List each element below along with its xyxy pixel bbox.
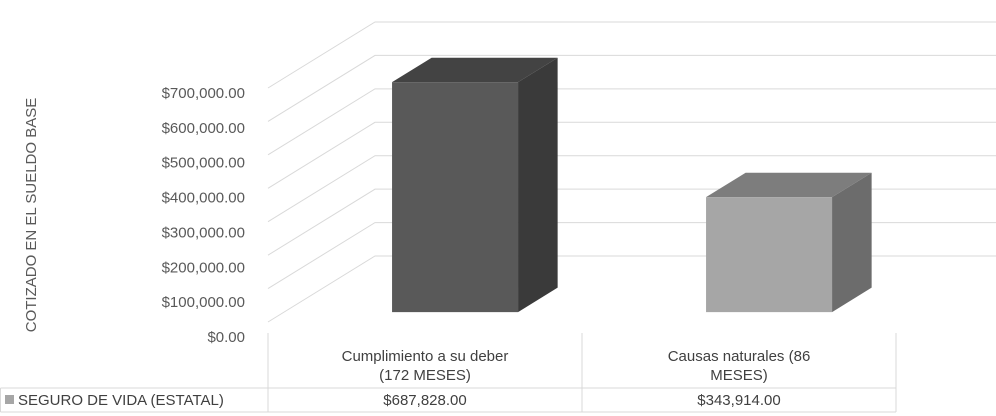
y-tick-label: $500,000.00 (162, 155, 245, 172)
grid-line (267, 21, 996, 89)
legend-key (5, 395, 14, 404)
value-label: $687,828.00 (383, 392, 467, 409)
value-label: $343,914.00 (697, 392, 781, 409)
bar-side (518, 57, 558, 313)
bar-front (706, 197, 833, 313)
category-label: Causas naturales (86 MESES) (667, 348, 811, 384)
y-tick-label: $600,000.00 (162, 120, 245, 137)
bar-side (832, 172, 872, 313)
grid-line (267, 121, 996, 189)
grid-line (267, 255, 996, 323)
y-tick-label: $200,000.00 (162, 259, 245, 276)
y-tick-label: $100,000.00 (162, 294, 245, 311)
y-tick-label: $300,000.00 (162, 224, 245, 241)
y-tick-label: $400,000.00 (162, 190, 245, 207)
bar-top (706, 172, 872, 198)
bar-front (392, 82, 519, 313)
legend-label: SEGURO DE VIDA (ESTATAL) (18, 392, 224, 409)
grid-line (267, 54, 996, 122)
y-axis-label: COTIZADO EN EL SUELDO BASE (23, 98, 40, 333)
y-tick-label: $0.00 (207, 329, 245, 346)
bar-top (392, 57, 558, 83)
category-label: Cumplimiento a su deber (172 MESES) (341, 348, 509, 384)
y-tick-label: $700,000.00 (162, 85, 245, 102)
grid-line (267, 88, 996, 156)
grid-line (267, 155, 996, 223)
